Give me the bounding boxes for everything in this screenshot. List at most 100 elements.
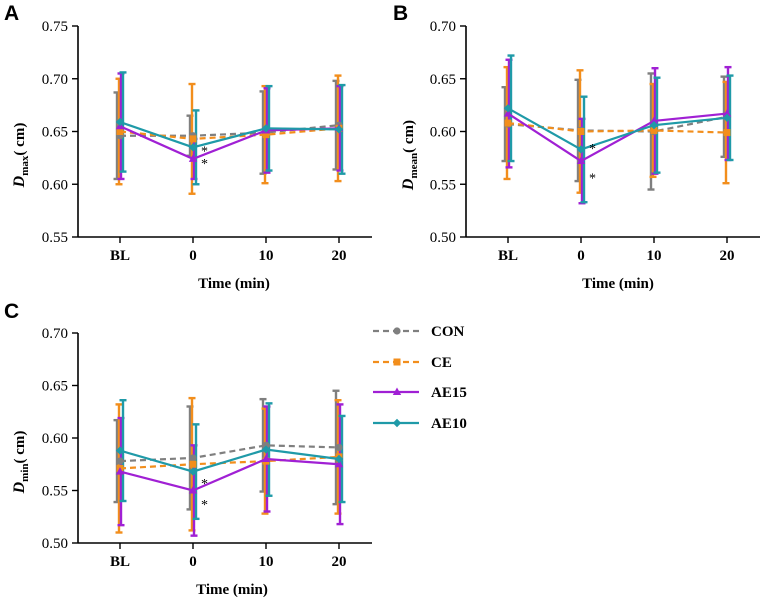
panel-letter-a: A [4,2,19,25]
panel-c-point-con [189,454,197,462]
legend-marker-ce [393,358,401,366]
legend-marker-con [393,327,401,335]
panel-a-point-ce [262,131,270,139]
panel-b-ytick-label: 0.60 [430,125,456,141]
panel-c-point-con [116,457,124,465]
panel-b-xlabel: Time (min) [582,276,654,292]
panel-a-series-line-ae10 [119,120,340,149]
panel-a-plot: 0.55 0.60 0.65 0.70 0.75 BL 0 10 20 ** [42,19,372,264]
panel-c-point-con [335,443,343,452]
panel-c-point-ae15 [115,467,125,475]
panel-b-series-line-ce [507,121,728,134]
panel-c-ylabel-rest: ( cm) [12,431,28,464]
legend-item-ae15: AE15 [373,385,467,401]
panel-b-ylabel-main: D [400,178,417,191]
panel-b-point-ae10 [649,120,659,130]
panel-c-series-line-ae15 [119,457,340,492]
panel-b-series-line-con [507,115,728,133]
panel-a-point-ce [116,128,124,135]
panel-b-ytick-label: 0.50 [430,230,456,246]
panel-c-point-ae10 [115,446,125,455]
panel-b-ylabel: Dmean( cm) [400,120,420,191]
legend-swatch-ae10-marker [392,418,402,428]
panel-b-xtick-label: 0 [577,248,585,264]
panel-b-point-ae10 [576,145,586,154]
panel-c-point-ae15 [261,454,271,462]
legend-label-ae15: AE15 [431,385,467,401]
panel-c-ylabel-sub: min [19,464,31,482]
panel-c-series-line-ae10 [119,448,340,473]
panel-b-xtick-label: 20 [720,248,735,264]
panel-c-series-line-con [119,444,340,463]
panel-b-point-ae15 [576,156,586,165]
panel-a-ylabel-rest: ( cm) [12,123,28,156]
panel-letter-b: B [393,2,408,25]
panel-c-series-line-ce [119,455,340,470]
panel-c-point-ae10 [334,454,344,464]
panel-a-significance-star: * [201,144,208,159]
panel-c-point-ae15 [334,459,344,468]
panel-b-point-ce [723,129,731,137]
panel-b-significance-star: * [589,172,596,187]
panel-a-ylabel: Dmax( cm) [11,123,31,189]
panel-a-xtick-label: 0 [189,248,197,264]
panel-a-point-ae10 [261,124,271,133]
panel-a-series-line-ae15 [119,125,340,161]
panel-b-ytick-label: 0.65 [430,72,456,88]
legend-label-ae10: AE10 [431,416,467,432]
panel-b-ylabel-rest: ( cm) [401,120,417,153]
panel-a-xtick-label: 20 [332,248,347,264]
legend: CON CE AE15 AE10 [373,324,467,432]
panel-c-point-ae10 [188,467,198,476]
panel-a-ytick-label: 0.65 [42,125,68,141]
panel-c-ytick-label: 0.65 [42,379,68,395]
panel-c-ytick-label: 0.50 [42,536,68,552]
legend-swatch-ae15-marker [392,387,402,395]
panel-c-ylabel: Dmin( cm) [11,431,31,495]
panel-b: B 0.50 0.55 0.60 0.65 0.70 BL 0 10 20 * * Time (mi… [393,2,760,292]
legend-label-con: CON [431,324,465,340]
panel-a-significance-star: * [201,157,208,172]
legend-swatch-con-marker [393,327,401,335]
panel-a-xlabel: Time (min) [198,276,270,292]
panel-c-ytick-label: 0.70 [42,326,68,342]
panel-a-series-line-ce [119,127,340,140]
panel-c-ytick-label: 0.60 [42,431,68,447]
panel-b-point-ae15 [649,116,659,124]
panel-a-point-ae10 [115,117,125,127]
panel-b-xtick-label: 10 [647,248,662,264]
panel-b-point-ae10 [722,113,732,122]
legend-swatch-ce-marker [393,358,401,366]
panel-c-plot: 0.50 0.55 0.60 0.65 0.70 BL 0 10 20 * * [42,326,372,570]
panel-a-ytick-label: 0.75 [42,19,68,35]
panel-a-point-ae15 [188,154,198,162]
panel-a: A 0.55 0.60 0.65 0.70 0.75 BL 0 10 20 ** Time (mi… [4,2,372,292]
panel-a-ylabel-main: D [11,175,28,188]
panel-a-xtick-label: 10 [259,248,274,264]
panel-b-point-ce [577,128,585,135]
legend-marker-ae10 [392,418,402,428]
panel-c-significance-star: * [201,498,208,513]
panel-b-ylabel-sub: mean [408,153,420,179]
panel-c-point-ae15 [188,486,198,494]
panel-c-point-ae10 [261,445,271,454]
panel-c: C 0.50 0.55 0.60 0.65 0.70 BL 0 10 20 * * Time (mi… [4,300,372,598]
panel-a-ytick-label: 0.60 [42,177,68,193]
panel-b-plot: 0.50 0.55 0.60 0.65 0.70 BL 0 10 20 * * [430,19,760,264]
panel-c-xtick-label: BL [110,554,130,570]
panel-b-point-ae15 [503,109,513,117]
panel-b-point-ce [504,119,512,127]
panel-b-point-ce [650,126,658,134]
panel-c-xtick-label: 10 [259,554,274,570]
panel-b-point-ae15 [722,109,732,117]
panel-a-ytick-label: 0.70 [42,72,68,88]
panel-b-ytick-label: 0.55 [430,177,456,193]
panel-a-point-ae10 [334,125,344,134]
panel-a-point-ae10 [188,143,198,152]
panel-c-xtick-label: 0 [189,554,197,570]
panel-b-series-line-ae10 [507,107,728,151]
panel-b-ytick-label: 0.70 [430,19,456,35]
legend-item-ce: CE [373,355,452,371]
panel-c-point-ce [189,460,197,468]
